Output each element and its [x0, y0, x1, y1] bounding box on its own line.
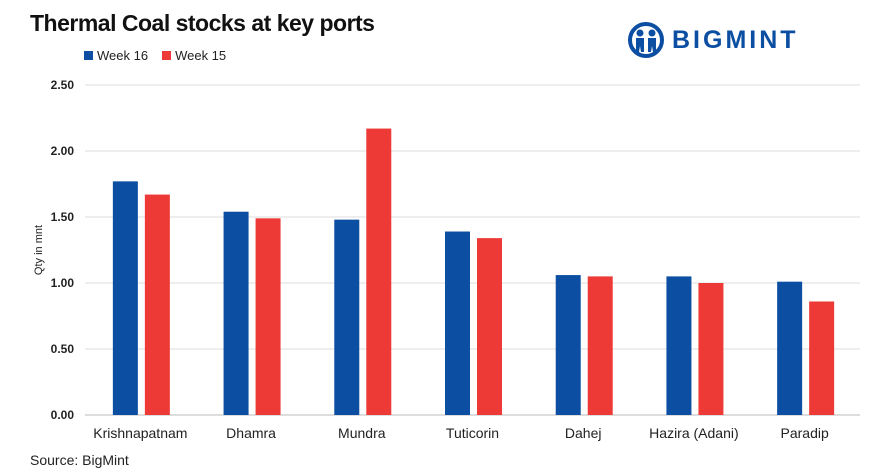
bar-week16-krishnapatnam — [112, 181, 138, 415]
legend-swatch — [162, 51, 172, 60]
bar-week16-haziraadani — [666, 276, 692, 415]
y-tick-label: 0.50 — [51, 342, 75, 356]
bigmint-logo: BIGMINT — [628, 22, 799, 58]
y-tick-label: 0.00 — [51, 408, 75, 422]
bar-week16-dahej — [555, 275, 581, 415]
legend-swatch — [84, 51, 93, 60]
bar-week15-mundra — [366, 128, 392, 415]
bar-week15-haziraadani — [698, 283, 724, 415]
legend-label: Week 15 — [175, 48, 227, 63]
x-tick-label: Hazira (Adani) — [649, 425, 738, 441]
bar-week16-tuticorin — [445, 231, 470, 415]
bar-week15-tuticorin — [477, 238, 502, 415]
x-tick-label: Tuticorin — [446, 425, 499, 441]
chart-title: Thermal Coal stocks at key ports — [30, 10, 375, 36]
bar-week15-paradip — [809, 301, 835, 415]
x-tick-label: Krishnapatnam — [93, 425, 187, 441]
y-tick-label: 2.50 — [51, 78, 75, 92]
x-tick-label: Paradip — [781, 425, 829, 441]
bar-week16-mundra — [334, 219, 360, 415]
bar-week15-dahej — [587, 276, 613, 415]
y-tick-label: 1.00 — [51, 276, 75, 290]
x-tick-label: Dhamra — [226, 425, 276, 441]
source-note: Source: BigMint — [30, 452, 129, 468]
bar-week16-dhamra — [223, 211, 249, 415]
bar-week15-krishnapatnam — [144, 194, 170, 415]
logo-text: BIGMINT — [672, 25, 799, 54]
bar-week15-dhamra — [255, 218, 281, 415]
legend: Week 16 Week 15 — [84, 48, 226, 63]
legend-item-week15: Week 15 — [162, 48, 226, 63]
bigmint-logo-icon — [628, 22, 664, 58]
y-tick-label: 2.00 — [51, 144, 75, 158]
y-tick-label: 1.50 — [51, 210, 75, 224]
legend-item-week16: Week 16 — [84, 48, 148, 63]
bar-week16-paradip — [777, 281, 803, 415]
x-tick-label: Mundra — [338, 425, 386, 441]
legend-label: Week 16 — [97, 48, 149, 63]
y-axis-label: Qty in mnt — [33, 225, 45, 275]
x-tick-label: Dahej — [565, 425, 602, 441]
